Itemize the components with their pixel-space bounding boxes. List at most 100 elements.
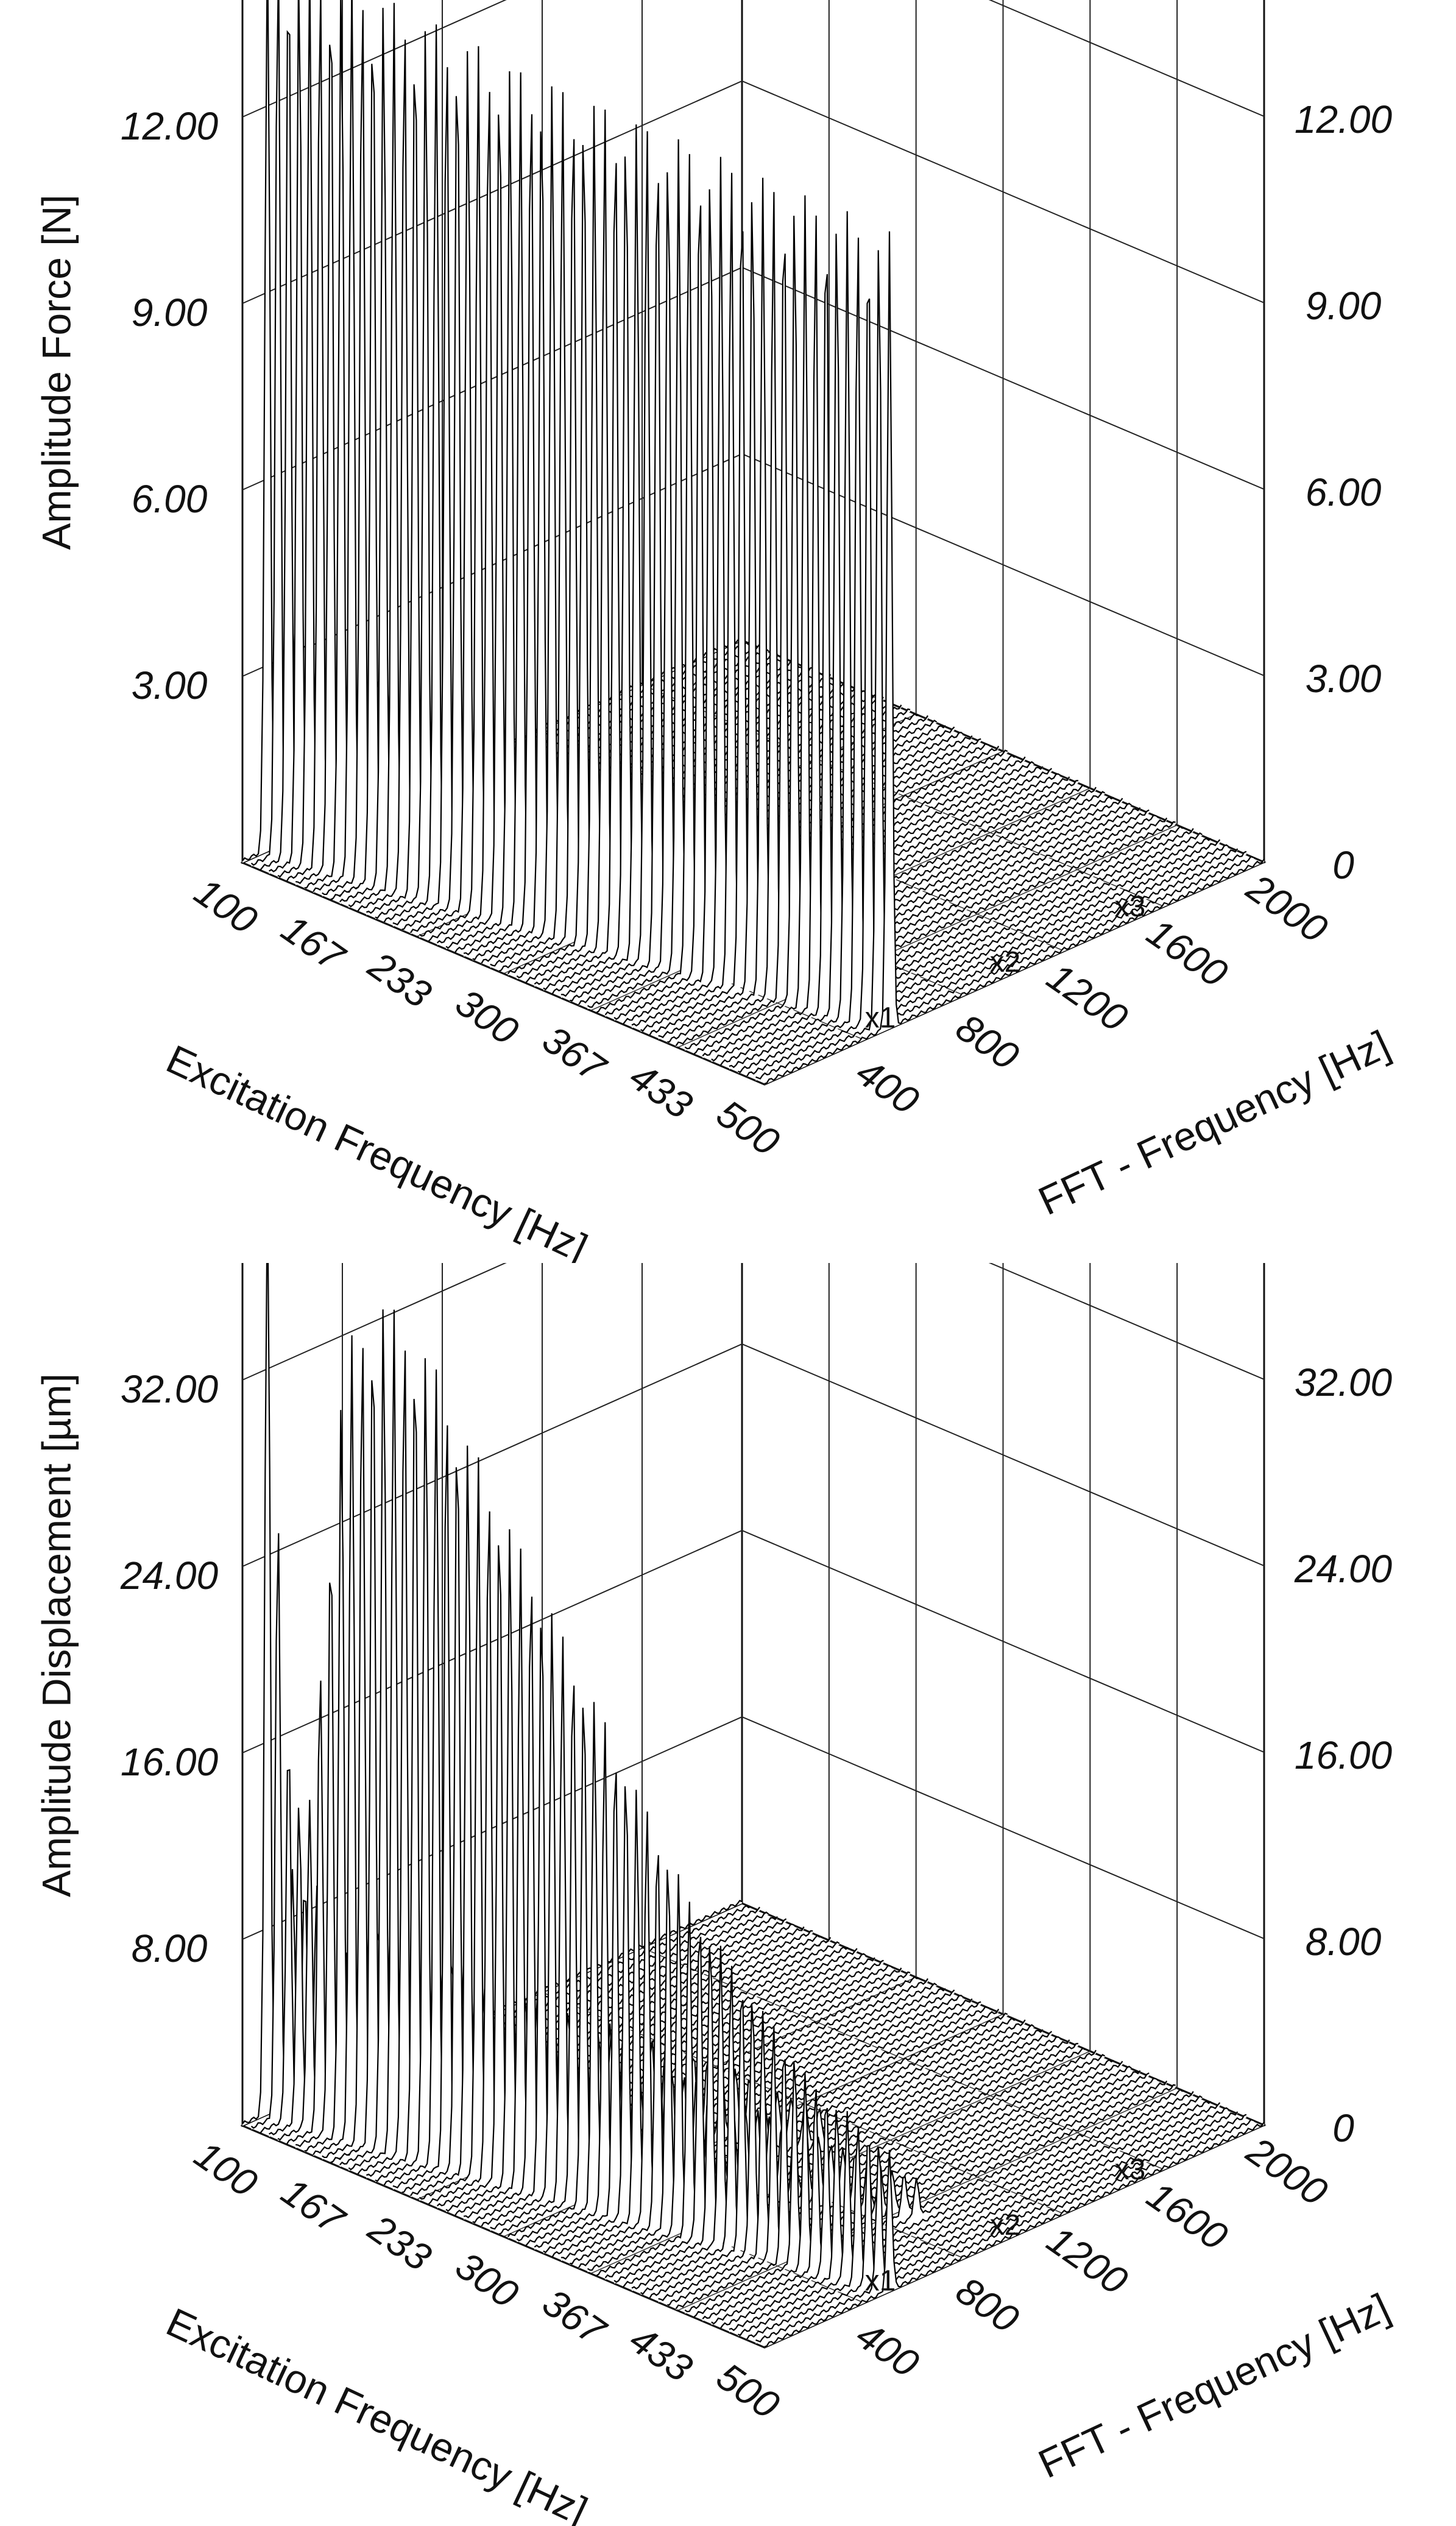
trace-mask <box>765 231 1264 1085</box>
excitation-tick-label: 500 <box>709 2354 788 2427</box>
spectrum-trace <box>738 2111 1239 2337</box>
spectrum-trace <box>675 2059 1176 2310</box>
harmonic-order-label: x2 <box>990 946 1021 978</box>
fft-tick-label: 800 <box>949 2268 1027 2341</box>
z-tick-label-left: 24.00 <box>120 1554 219 1597</box>
spectrum-trace <box>719 233 1221 1066</box>
z-tick-label-right: 3.00 <box>1306 657 1382 701</box>
waterfall-traces <box>242 1263 1265 2347</box>
harmonic-order-label: x2 <box>990 2209 1021 2241</box>
z-tick-label-left: 3.00 <box>132 663 208 707</box>
spectrum-trace <box>622 1945 1123 2288</box>
harmonic-labels: x1 x2 x3 <box>865 891 1146 1035</box>
trace-mask <box>392 67 892 927</box>
spectrum-trace <box>551 1789 1053 2258</box>
z-tick-label-left: 6.00 <box>132 477 208 521</box>
excitation-tick-label: 367 <box>535 2280 615 2354</box>
excitation-tick-label: 500 <box>709 1091 788 1164</box>
z-axis-title: Amplitude Displacement [µm] <box>34 1373 79 1897</box>
spectrum-trace <box>667 192 1168 1043</box>
z-tick-label-left: 32.00 <box>121 1367 219 1411</box>
trace-mask <box>640 2000 1140 2295</box>
spectrum-trace <box>684 216 1185 1050</box>
excitation-tick-label: 233 <box>360 943 439 1016</box>
harmonic-labels: x1 x2 x3 <box>865 2154 1146 2298</box>
excitation-tick-label: 367 <box>535 1017 615 1091</box>
excitation-tick-label: 300 <box>448 980 526 1053</box>
z-tick-label-left: 16.00 <box>121 1740 219 1784</box>
harmonic-order-label: x3 <box>1115 2154 1146 2186</box>
z-tick-label-right: 32.00 <box>1295 1360 1393 1404</box>
fft-tick-label: 2000 <box>1239 865 1335 951</box>
spectrum-trace <box>613 1946 1114 2284</box>
spectrum-trace <box>719 2102 1221 2329</box>
excitation-tick-label: 433 <box>622 2317 701 2390</box>
trace-mask <box>357 1350 857 2175</box>
fft-tick-label: 1200 <box>1039 2218 1136 2304</box>
z-tick-label-right: 16.00 <box>1295 1733 1393 1777</box>
front-left-edge <box>242 861 765 1086</box>
force-waterfall-plot: 03.003.006.006.009.009.0012.0012.0015.00… <box>34 0 1396 1263</box>
spectrum-trace <box>764 231 1265 1084</box>
waterfall-traces <box>242 0 1265 1085</box>
z-tick-label-right: 8.00 <box>1306 1920 1382 1964</box>
harmonic-order-label: x1 <box>865 2265 896 2297</box>
trace-mask <box>746 299 1246 1077</box>
excitation-tick-label: 300 <box>448 2243 526 2316</box>
spectrum-trace <box>693 2072 1194 2318</box>
spectrum-trace <box>746 298 1247 1077</box>
spectrum-trace <box>560 1811 1061 2260</box>
harmonic-order-label: x1 <box>865 1002 896 1034</box>
excitation-tick-label: 167 <box>274 906 353 980</box>
trace-mask <box>392 1425 892 2190</box>
z-tick-label-right: 0 <box>1332 2106 1354 2150</box>
spectrum-trace <box>658 177 1159 1038</box>
fft-tick-label: 400 <box>849 2313 927 2386</box>
spectrum-trace <box>711 2100 1212 2325</box>
fft-tick-label: 1600 <box>1139 2173 1235 2259</box>
excitation-tick-label: 100 <box>187 2132 266 2206</box>
excitation-tick-label: 433 <box>622 1054 701 1127</box>
spectrum-trace <box>746 2114 1247 2340</box>
z-tick-label-left: 8.00 <box>132 1926 208 1970</box>
excitation-tick-label: 167 <box>274 2169 353 2243</box>
floor-gridline <box>677 2087 1178 2312</box>
z-tick-label-left: 9.00 <box>132 291 208 334</box>
axis-titles: Amplitude Displacement [µm] Excitation Fr… <box>34 1373 1396 2526</box>
fft-tick-label: 1600 <box>1139 910 1235 996</box>
z-axis-title: Amplitude Force [N] <box>34 194 79 550</box>
floor-gridline <box>590 2050 1090 2274</box>
spectrum-trace <box>755 2118 1256 2343</box>
spectrum-trace <box>684 2061 1185 2313</box>
z-tick-label-right: 0 <box>1332 843 1354 887</box>
spectrum-trace <box>693 195 1194 1055</box>
fft-axis-title: FFT - Frequency [Hz] <box>1031 1022 1396 1224</box>
trace-mask <box>765 2121 1264 2347</box>
trace-mask <box>623 157 1123 1025</box>
trace-mask <box>384 1369 884 2186</box>
spectrum-trace <box>729 2107 1229 2332</box>
z-tick-label-right: 24.00 <box>1294 1547 1393 1591</box>
spectrum-trace <box>755 250 1256 1080</box>
z-tick-label-right: 12.00 <box>1295 97 1393 141</box>
force-waterfall-chart: 03.003.006.006.009.009.0012.0012.0015.00… <box>34 0 1396 1263</box>
excitation-axis-title: Excitation Frequency [Hz] <box>160 1036 594 1263</box>
z-gridline <box>242 0 1265 118</box>
trace-mask <box>384 24 884 923</box>
spectrum-trace <box>675 253 1176 1047</box>
spectrum-trace <box>649 202 1150 1036</box>
axis-titles: Amplitude Force [N] Excitation Frequency … <box>34 194 1396 1263</box>
fft-tick-label: 800 <box>949 1005 1027 1078</box>
spectrum-trace <box>702 2089 1203 2319</box>
front-left-edge <box>242 2124 765 2349</box>
displacement-waterfall-chart: 0 8.00 8.00 16.00 16.00 24.00 24.00 32.00 32.00 4… <box>0 1263 1456 2526</box>
trace-mask <box>632 172 1132 1028</box>
excitation-tick-label: 100 <box>187 869 266 943</box>
spectrum-trace <box>764 2121 1265 2347</box>
spectrum-trace <box>702 215 1203 1056</box>
fft-axis-title: FFT - Frequency [Hz] <box>1031 2285 1396 2487</box>
trace-mask <box>640 231 1140 1032</box>
spectrum-trace <box>658 2011 1159 2301</box>
spectrum-trace <box>729 211 1229 1069</box>
fft-tick-label: 1200 <box>1039 955 1136 1041</box>
